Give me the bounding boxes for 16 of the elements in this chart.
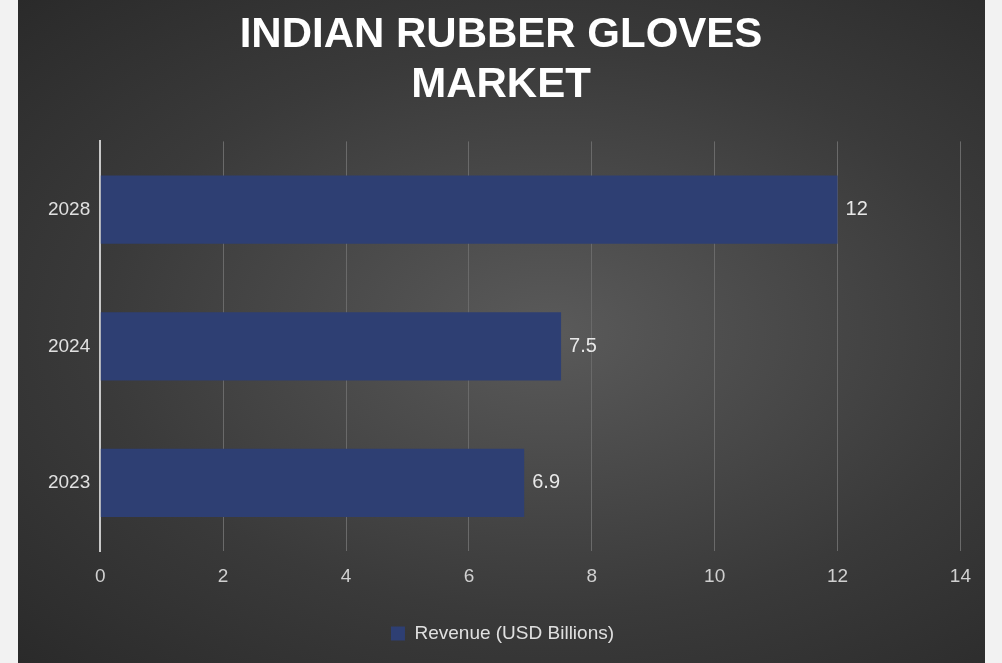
data-label: 7.5 (569, 333, 597, 356)
chart-title: INDIAN RUBBER GLOVES MARKET (238, 8, 764, 108)
x-tick-label: 10 (704, 564, 726, 586)
x-tick-label: 12 (826, 564, 849, 586)
x-tick-label: 2 (217, 564, 229, 586)
y-tick-label: 2024 (47, 334, 91, 356)
x-tick-label: 6 (463, 564, 475, 586)
legend-label: Revenue (USD Billions) (414, 621, 615, 643)
x-tick-label: 0 (94, 564, 106, 586)
data-label: 12 (845, 197, 868, 220)
y-tick-label: 2023 (47, 471, 91, 493)
data-label: 6.9 (532, 470, 561, 493)
x-tick-label: 14 (949, 564, 972, 586)
x-tick-label: 4 (340, 564, 352, 586)
y-tick-label: 2028 (47, 197, 91, 219)
x-tick-label: 8 (586, 564, 598, 586)
